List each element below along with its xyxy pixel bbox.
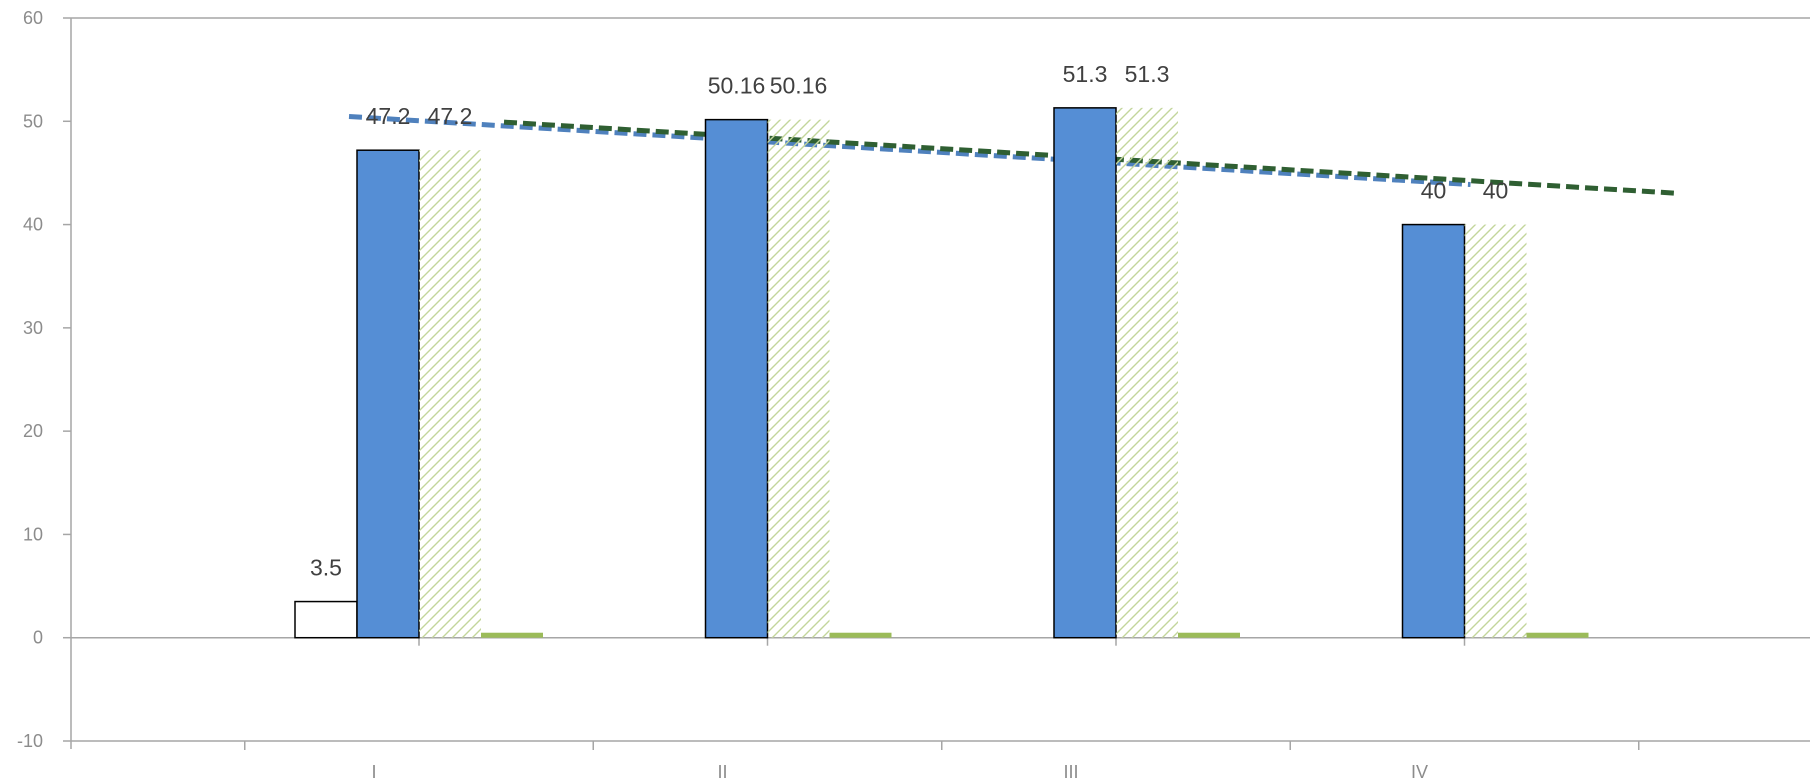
category-label: III [1063,762,1078,782]
data-label: 3.5 [310,555,342,581]
data-label: 51.3 [1063,61,1108,87]
bar [1053,107,1117,639]
y-tick-label: 20 [23,421,43,441]
category-label: IV [1411,762,1428,782]
bar [1464,224,1527,638]
data-label: 40 [1421,178,1447,204]
bar [1526,632,1589,638]
bar [294,600,358,639]
trendline [348,114,1471,188]
category-label: II [717,762,727,782]
bar [767,119,830,638]
data-label: 47.2 [428,103,473,129]
bar [1401,223,1466,639]
bars [294,107,1589,639]
bar [1178,632,1240,638]
y-tick-label: 60 [23,8,43,28]
data-label: 51.3 [1125,61,1170,87]
y-tick-label: 10 [23,524,43,544]
data-label: 50.16 [708,73,766,99]
data-label: 50.16 [770,73,828,99]
bar [704,118,769,639]
y-tick-label: 50 [23,111,43,131]
data-label: 40 [1483,178,1509,204]
data-label: 47.2 [366,103,411,129]
trendline [503,119,1676,196]
y-tick-label: 40 [23,215,43,235]
bar [481,632,543,638]
y-tick-label: 0 [33,628,43,648]
data-labels: 3.5 47.2 50.16 51.3 40 47.2 50.16 51.3 40 [310,61,1508,581]
bar [829,632,892,638]
bar [356,149,420,639]
bar [1116,107,1178,638]
bar [419,150,481,638]
category-label: I [371,762,376,782]
y-tick-label: 30 [23,318,43,338]
y-tick-label: -10 [17,731,43,751]
trendlines [348,114,1676,196]
